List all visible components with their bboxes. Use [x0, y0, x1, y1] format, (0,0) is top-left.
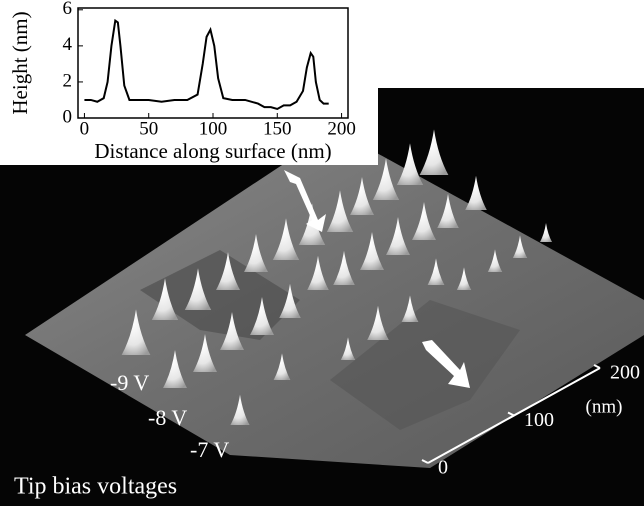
x-axis-title: Distance along surface (nm)	[94, 139, 331, 163]
caption: Tip bias voltages	[14, 474, 177, 500]
figure: 0246050100150200Distance along surface (…	[0, 0, 644, 506]
y-axis-title: Height (nm)	[8, 11, 32, 114]
x-tick-label: 50	[139, 118, 158, 139]
bias-label: -7 V	[190, 437, 229, 462]
bias-label: -8 V	[148, 405, 187, 430]
x-tick-label: 200	[327, 118, 356, 139]
y-tick-label: 6	[63, 0, 73, 19]
scale-tick-label: 100	[524, 409, 554, 431]
x-tick-label: 0	[80, 118, 90, 139]
scale-tick-label: 0	[438, 457, 448, 479]
y-tick-label: 2	[63, 70, 73, 91]
bias-label: -9 V	[110, 370, 149, 395]
x-tick-label: 100	[199, 118, 228, 139]
scale-unit: (nm)	[586, 396, 623, 417]
y-tick-label: 4	[63, 34, 73, 55]
x-tick-label: 150	[263, 118, 292, 139]
scale-tick-label: 200	[610, 362, 640, 384]
y-tick-label: 0	[63, 106, 73, 127]
